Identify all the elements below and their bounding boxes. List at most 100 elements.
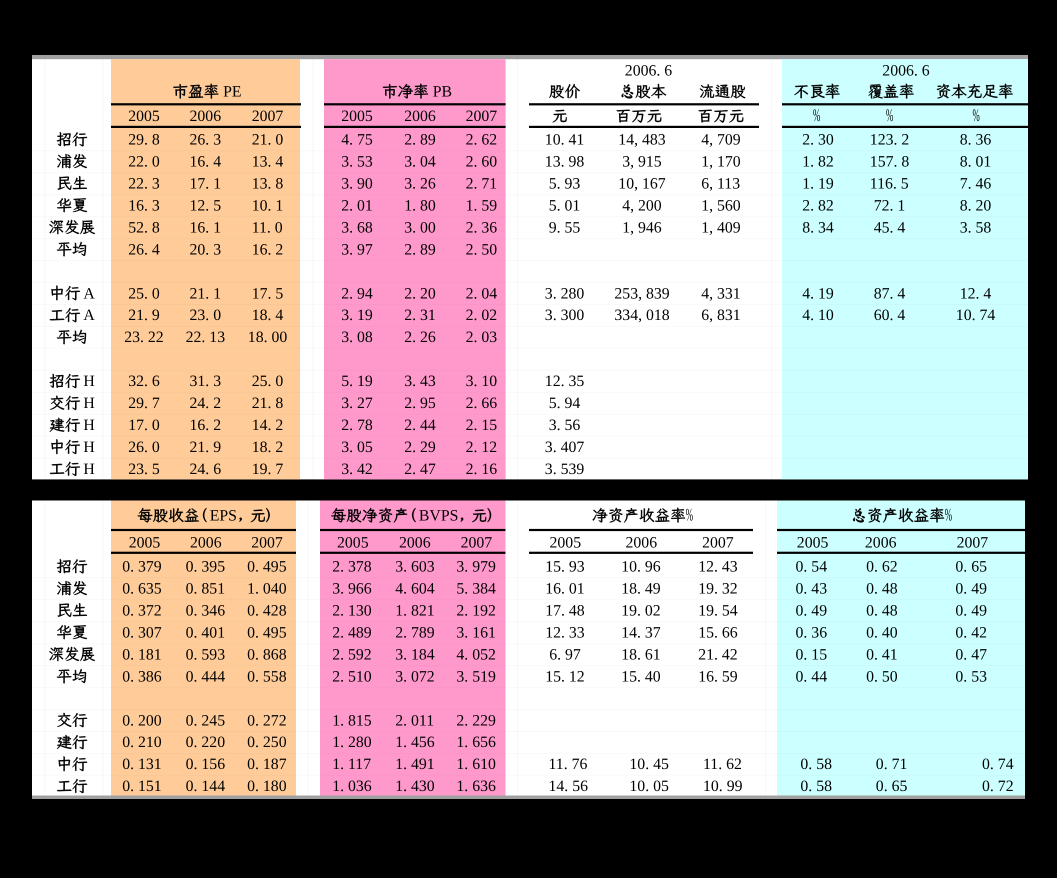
svg-text:H: H [83, 439, 94, 456]
svg-text:5. 94: 5. 94 [549, 395, 581, 412]
svg-text:0. 372: 0. 372 [122, 602, 162, 619]
svg-text:12. 43: 12. 43 [698, 559, 738, 576]
svg-text:0. 48: 0. 48 [866, 602, 898, 619]
svg-text:2005: 2005 [797, 535, 829, 552]
svg-text:0. 54: 0. 54 [796, 559, 828, 576]
svg-text:116. 5: 116. 5 [870, 175, 909, 192]
svg-text:1. 456: 1. 456 [395, 734, 435, 751]
svg-text:14. 2: 14. 2 [252, 417, 284, 434]
svg-text:0. 72: 0. 72 [982, 778, 1014, 795]
svg-text:2. 60: 2. 60 [466, 153, 498, 170]
svg-text:2. 62: 2. 62 [466, 132, 498, 149]
svg-text:%: % [813, 106, 820, 125]
svg-text:%: % [945, 506, 952, 525]
svg-text:1, 560: 1, 560 [701, 197, 741, 214]
svg-text:12. 5: 12. 5 [190, 197, 222, 214]
svg-text:16. 59: 16. 59 [698, 668, 738, 685]
svg-text:3. 05: 3. 05 [341, 439, 373, 456]
svg-text:10. 41: 10. 41 [545, 132, 585, 149]
svg-text:0. 495: 0. 495 [247, 559, 287, 576]
svg-text:60. 4: 60. 4 [874, 307, 906, 324]
svg-text:22. 0: 22. 0 [128, 153, 160, 170]
svg-text:26. 4: 26. 4 [128, 241, 160, 258]
svg-text:2. 71: 2. 71 [466, 175, 498, 192]
svg-text:0. 250: 0. 250 [247, 734, 287, 751]
svg-text:2. 78: 2. 78 [341, 417, 373, 434]
svg-text:5. 01: 5. 01 [549, 197, 581, 214]
svg-text:0. 49: 0. 49 [796, 602, 828, 619]
svg-text:14. 37: 14. 37 [621, 624, 661, 641]
svg-text:72. 1: 72. 1 [874, 197, 906, 214]
svg-text:16. 2: 16. 2 [190, 417, 222, 434]
svg-text:2006. 6: 2006. 6 [882, 63, 929, 80]
svg-text:3. 280: 3. 280 [545, 285, 585, 302]
svg-text:21. 8: 21. 8 [252, 395, 284, 412]
svg-text:253, 839: 253, 839 [614, 285, 669, 302]
svg-text:0. 401: 0. 401 [186, 624, 226, 641]
svg-text:1. 430: 1. 430 [395, 778, 435, 795]
svg-text:3. 43: 3. 43 [404, 373, 436, 390]
svg-text:2005: 2005 [341, 108, 373, 125]
svg-text:2. 94: 2. 94 [341, 285, 373, 302]
svg-text:19. 02: 19. 02 [621, 602, 661, 619]
svg-text:0. 181: 0. 181 [122, 646, 162, 663]
svg-text:%: % [886, 106, 893, 125]
svg-text:2. 592: 2. 592 [332, 646, 372, 663]
svg-text:1. 656: 1. 656 [456, 734, 496, 751]
svg-text:0. 48: 0. 48 [866, 580, 898, 597]
svg-text:EPS: EPS [210, 508, 237, 525]
svg-text:0. 65: 0. 65 [876, 778, 908, 795]
svg-text:2006: 2006 [190, 108, 222, 125]
svg-text:16. 1: 16. 1 [190, 219, 222, 236]
svg-text:H: H [83, 461, 94, 478]
svg-text:24. 2: 24. 2 [190, 395, 222, 412]
svg-text:2. 489: 2. 489 [332, 624, 372, 641]
svg-text:16. 2: 16. 2 [252, 241, 284, 258]
svg-text:2. 89: 2. 89 [404, 132, 436, 149]
svg-text:3. 56: 3. 56 [549, 417, 581, 434]
svg-text:13. 8: 13. 8 [252, 175, 284, 192]
svg-text:10. 05: 10. 05 [629, 778, 669, 795]
svg-text:1. 117: 1. 117 [332, 756, 371, 773]
svg-text:3. 979: 3. 979 [456, 559, 496, 576]
svg-text:6, 113: 6, 113 [701, 175, 740, 192]
svg-text:1. 815: 1. 815 [332, 712, 372, 729]
svg-text:0. 144: 0. 144 [186, 778, 226, 795]
svg-text:0. 44: 0. 44 [796, 668, 828, 685]
svg-text:2. 16: 2. 16 [466, 461, 498, 478]
svg-text:3. 04: 3. 04 [404, 153, 436, 170]
svg-text:0. 210: 0. 210 [122, 734, 162, 751]
svg-text:2. 36: 2. 36 [466, 219, 498, 236]
svg-text:0. 593: 0. 593 [186, 646, 226, 663]
svg-text:18. 49: 18. 49 [621, 580, 661, 597]
svg-text:17. 48: 17. 48 [545, 602, 585, 619]
svg-text:2. 82: 2. 82 [802, 197, 834, 214]
svg-text:0. 49: 0. 49 [955, 602, 987, 619]
svg-text:16. 3: 16. 3 [128, 197, 160, 214]
svg-text:0. 151: 0. 151 [122, 778, 162, 795]
svg-text:H: H [83, 417, 94, 434]
svg-text:18. 2: 18. 2 [252, 439, 284, 456]
svg-text:0. 187: 0. 187 [247, 756, 287, 773]
svg-text:3. 407: 3. 407 [545, 439, 585, 456]
svg-text:11. 76: 11. 76 [549, 756, 588, 773]
svg-text:2006: 2006 [190, 535, 222, 552]
svg-text:1. 19: 1. 19 [802, 175, 834, 192]
svg-text:4. 10: 4. 10 [802, 307, 834, 324]
svg-text:5. 19: 5. 19 [341, 373, 373, 390]
svg-text:0. 307: 0. 307 [122, 624, 162, 641]
svg-text:A: A [83, 285, 95, 302]
svg-text:0. 220: 0. 220 [186, 734, 226, 751]
svg-text:2007: 2007 [466, 108, 498, 125]
svg-text:4, 331: 4, 331 [701, 285, 741, 302]
svg-text:2. 229: 2. 229 [456, 712, 496, 729]
svg-text:3. 58: 3. 58 [960, 219, 992, 236]
svg-text:15. 40: 15. 40 [621, 668, 661, 685]
svg-text:3. 00: 3. 00 [404, 219, 436, 236]
svg-text:17. 1: 17. 1 [190, 175, 222, 192]
svg-text:0. 53: 0. 53 [955, 668, 987, 685]
svg-text:0. 635: 0. 635 [122, 580, 162, 597]
svg-text:2. 378: 2. 378 [332, 559, 372, 576]
svg-text:1, 946: 1, 946 [622, 219, 662, 236]
svg-text:0. 49: 0. 49 [955, 580, 987, 597]
